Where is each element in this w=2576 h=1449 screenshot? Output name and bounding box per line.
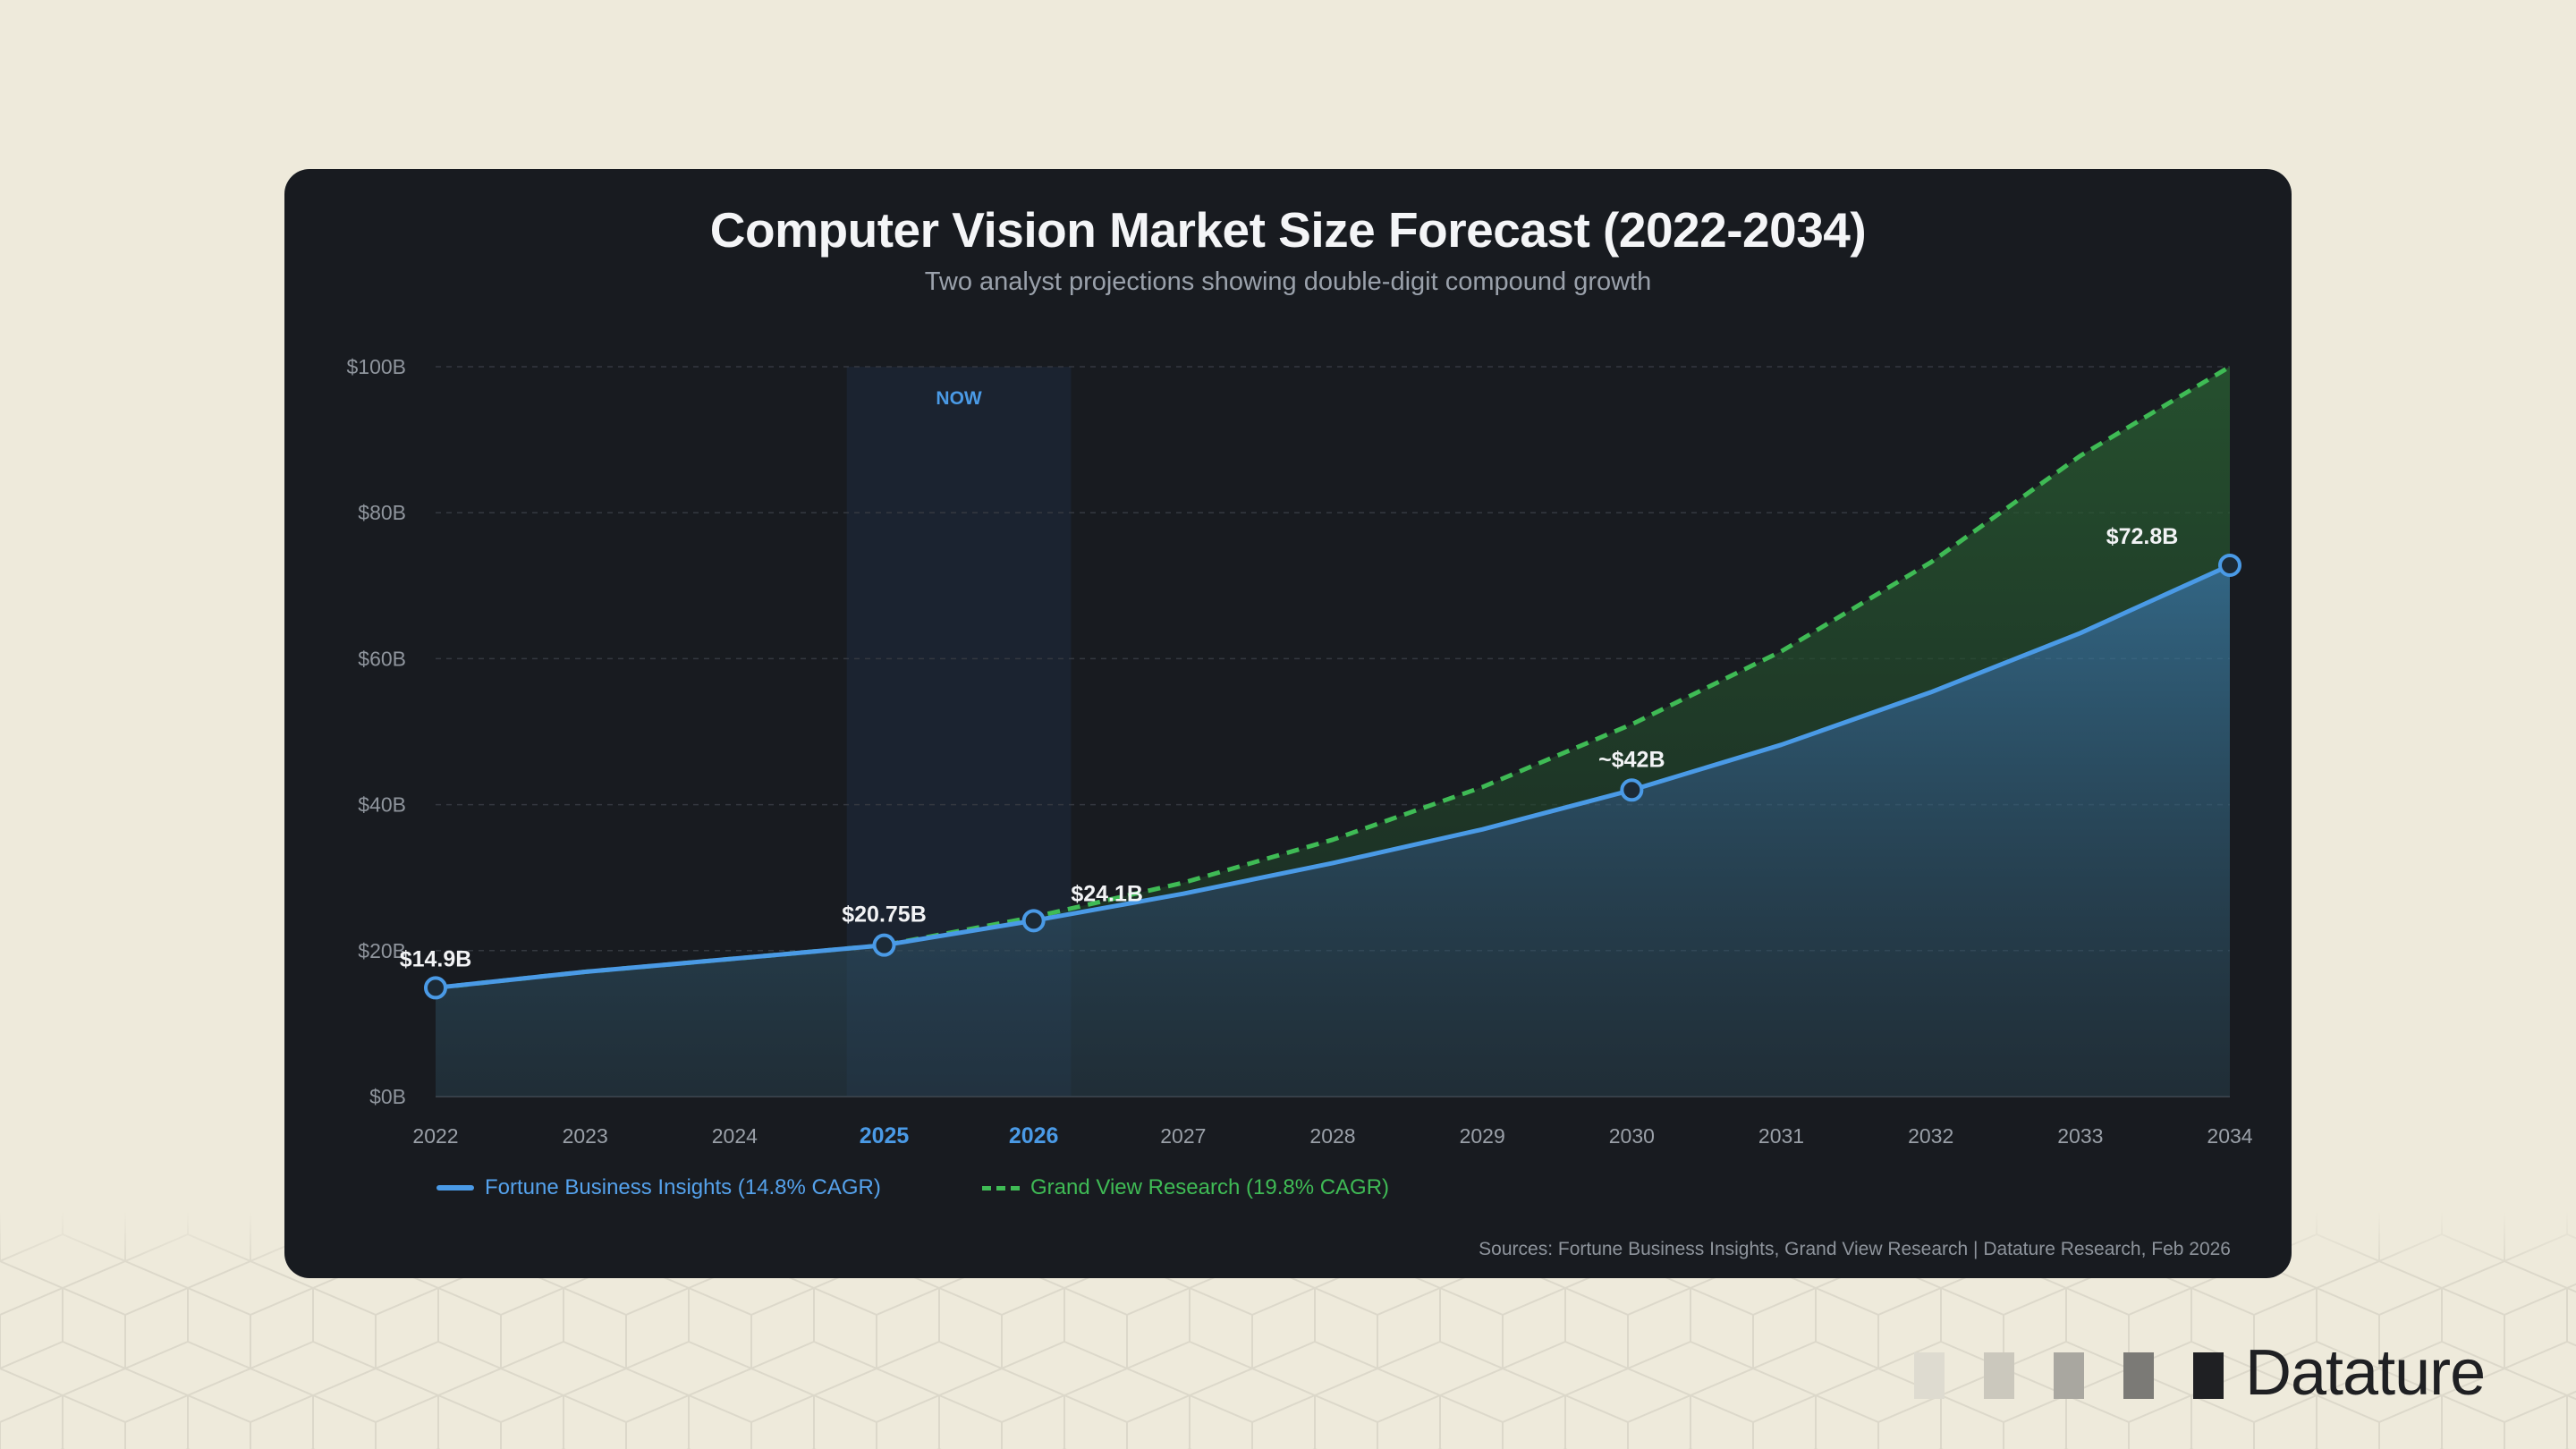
x-tick-label: 2034 xyxy=(2207,1124,2252,1148)
x-tick-label: 2024 xyxy=(712,1124,758,1148)
legend-item-grandview: Grand View Research (19.8% CAGR) xyxy=(982,1175,1389,1200)
source-note: Sources: Fortune Business Insights, Gran… xyxy=(1479,1239,2231,1259)
y-tick-label: $100B xyxy=(346,355,406,378)
now-label: NOW xyxy=(936,388,982,409)
fortune-line xyxy=(435,563,2232,990)
data-point-marker xyxy=(2218,553,2241,577)
data-point-marker xyxy=(1620,778,1644,802)
data-point-marker xyxy=(872,933,896,957)
x-tick-label: 2031 xyxy=(1758,1124,1804,1148)
legend-swatch-dashed xyxy=(982,1185,1020,1191)
legend-item-fortune: Fortune Business Insights (14.8% CAGR) xyxy=(436,1175,881,1200)
brand-name: Datature xyxy=(2245,1337,2486,1409)
x-tick-label: 2022 xyxy=(412,1124,458,1148)
data-label: $24.1B xyxy=(1071,881,1143,906)
data-label: $14.9B xyxy=(400,946,472,971)
fortune-area xyxy=(436,565,2230,1097)
y-tick-label: $40B xyxy=(358,793,406,817)
legend-label-fortune: Fortune Business Insights (14.8% CAGR) xyxy=(485,1175,881,1199)
x-tick-label: 2032 xyxy=(1908,1124,1953,1148)
x-tick-label: 2033 xyxy=(2057,1124,2103,1148)
grandview-area xyxy=(436,367,2230,988)
data-point-marker xyxy=(424,976,447,1000)
x-tick-label: 2026 xyxy=(1009,1123,1059,1148)
data-label: $72.8B xyxy=(2106,524,2179,549)
x-tick-label: 2028 xyxy=(1309,1124,1355,1148)
chart-title: Computer Vision Market Size Forecast (20… xyxy=(709,202,1867,258)
x-tick-label: 2025 xyxy=(860,1123,910,1148)
chart-plot: NOW $0B $20B $40B $60B $80B $100B 2022 2023 2024… xyxy=(346,355,2252,1148)
x-tick-label: 2027 xyxy=(1160,1124,1206,1148)
data-point-marker xyxy=(1021,909,1046,933)
y-tick-label: $60B xyxy=(358,647,406,670)
data-label: $20.75B xyxy=(842,902,927,928)
x-tick-label: 2030 xyxy=(1609,1124,1655,1148)
datature-logo-icon xyxy=(1914,1352,2224,1399)
x-tick-label: 2023 xyxy=(563,1124,608,1148)
data-label: ~$42B xyxy=(1598,747,1665,772)
legend-label-grandview: Grand View Research (19.8% CAGR) xyxy=(1030,1175,1390,1199)
chart-subtitle: Two analyst projections showing double-d… xyxy=(924,267,1652,296)
y-tick-label: $80B xyxy=(358,501,406,524)
chart-card: Computer Vision Market Size Forecast (20… xyxy=(284,169,2292,1278)
legend-swatch-solid xyxy=(436,1185,474,1191)
x-tick-label: 2029 xyxy=(1460,1124,1505,1148)
y-tick-label: $0B xyxy=(369,1085,406,1108)
y-tick-label: $20B xyxy=(358,939,406,962)
